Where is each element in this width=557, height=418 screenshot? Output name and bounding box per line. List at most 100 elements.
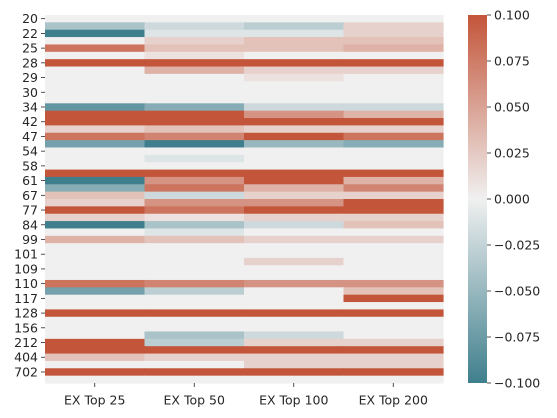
x-tick-label: EX Top 50 — [164, 393, 225, 408]
heatmap-cell — [144, 213, 245, 222]
heatmap-cell — [244, 66, 345, 75]
heatmap-cell — [343, 59, 444, 68]
heatmap-cell — [144, 103, 245, 112]
heatmap-cell — [244, 221, 345, 230]
heatmap-cell — [144, 176, 245, 185]
heatmap-cell — [144, 162, 245, 171]
heatmap-cell — [244, 360, 345, 369]
heatmap-cell — [144, 184, 245, 193]
heatmap-cell — [343, 176, 444, 185]
heatmap-cell — [144, 110, 245, 119]
heatmap-cell — [144, 59, 245, 68]
y-tick-label: 702 — [14, 364, 38, 379]
heatmap-cell — [45, 235, 146, 244]
heatmap-cell — [244, 132, 345, 141]
heatmap-cell — [45, 243, 146, 252]
heatmap-cell — [45, 228, 146, 237]
heatmap-cell — [144, 294, 245, 303]
heatmap-cell — [343, 199, 444, 207]
heatmap-cell — [144, 272, 245, 281]
heatmap-cell — [144, 169, 245, 178]
heatmap-cell — [144, 81, 245, 90]
heatmap-cell — [343, 331, 444, 340]
heatmap-cell — [45, 368, 146, 377]
heatmap-cell — [343, 206, 444, 215]
heatmap-cell — [343, 235, 444, 244]
heatmap-cell — [144, 338, 245, 347]
heatmap-cell — [343, 324, 444, 333]
y-axis: 2022252829303442475458616777849910110911… — [14, 11, 45, 379]
heatmap-cell — [343, 302, 444, 310]
heatmap-cell — [244, 324, 345, 333]
heatmap-cell — [244, 103, 345, 112]
heatmap-cell — [343, 346, 444, 355]
heatmap-cell — [244, 169, 345, 178]
heatmap-cell — [45, 169, 146, 178]
heatmap-cell — [144, 279, 245, 288]
x-tick-label: EX Top 200 — [359, 393, 428, 408]
heatmap-cell — [244, 140, 345, 149]
heatmap-cell — [343, 272, 444, 281]
heatmap-cell — [144, 257, 245, 266]
y-tick-label: 30 — [22, 85, 38, 100]
heatmap-cell — [45, 272, 146, 281]
heatmap-cell — [45, 176, 146, 185]
heatmap-cell — [343, 353, 444, 362]
heatmap-cell — [343, 250, 444, 259]
heatmap-cell — [45, 250, 146, 259]
heatmap-cell — [45, 265, 146, 274]
y-tick-label: 29 — [22, 70, 38, 85]
heatmap-cell — [343, 191, 444, 200]
heatmap-cell — [244, 316, 345, 325]
heatmap-cell — [45, 95, 146, 104]
heatmap-cell — [144, 287, 245, 296]
heatmap-cell — [343, 294, 444, 303]
heatmap-cell — [45, 257, 146, 266]
heatmap-cell — [343, 110, 444, 119]
heatmap-cell — [244, 206, 345, 215]
heatmap-cells — [45, 15, 444, 384]
heatmap-cell — [343, 88, 444, 97]
heatmap-cell — [244, 110, 345, 119]
heatmap-cell — [244, 88, 345, 97]
heatmap-cell — [144, 346, 245, 355]
heatmap-cell — [144, 147, 245, 156]
heatmap-cell — [244, 243, 345, 252]
y-tick-label: 54 — [22, 144, 38, 159]
heatmap-cell — [45, 353, 146, 362]
heatmap-cell — [45, 37, 146, 46]
y-tick-label: 28 — [22, 55, 38, 70]
y-tick-label: 67 — [22, 188, 38, 203]
heatmap-cell — [343, 29, 444, 38]
heatmap-cell — [45, 73, 146, 82]
y-tick-label: 212 — [14, 335, 38, 350]
heatmap-cell — [144, 368, 245, 377]
colorbar-tick-label: −0.100 — [494, 376, 540, 391]
y-tick-label: 404 — [14, 350, 38, 365]
heatmap-cell — [144, 331, 245, 340]
heatmap-cell — [144, 360, 245, 369]
heatmap-cell — [144, 140, 245, 149]
heatmap-cell — [45, 324, 146, 333]
y-tick-label: 61 — [22, 173, 38, 188]
heatmap-cell — [244, 309, 345, 318]
heatmap-cell — [244, 22, 345, 31]
heatmap-cell — [343, 309, 444, 318]
y-tick-label: 110 — [14, 276, 38, 291]
heatmap-cell — [144, 66, 245, 75]
heatmap-cell — [343, 162, 444, 171]
heatmap-cell — [45, 132, 146, 141]
heatmap-cell — [144, 22, 245, 31]
heatmap-cell — [244, 338, 345, 347]
heatmap-cell — [343, 169, 444, 178]
heatmap-cell — [144, 324, 245, 333]
heatmap-cell — [244, 353, 345, 362]
heatmap-cell — [45, 162, 146, 171]
heatmap-cell — [144, 199, 245, 207]
heatmap-cell — [343, 95, 444, 104]
x-axis: EX Top 25 EX Top 50 EX Top 100 EX Top 200 — [64, 383, 428, 408]
heatmap-cell — [45, 59, 146, 68]
heatmap-cell — [144, 250, 245, 259]
heatmap-cell — [144, 125, 245, 134]
heatmap-cell — [45, 15, 146, 23]
